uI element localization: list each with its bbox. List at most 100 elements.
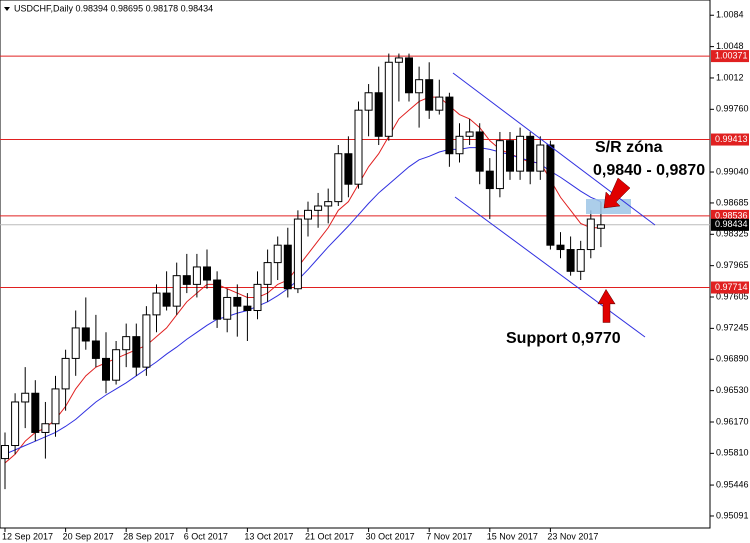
candle-body: [253, 283, 262, 312]
x-tick-label: 7 Nov 2017: [426, 531, 472, 541]
candle-body: [61, 357, 70, 390]
candle-body: [192, 266, 201, 285]
y-tick-label: 0.96890: [716, 354, 749, 364]
y-tick-label: 0.97245: [716, 323, 749, 333]
y-tick-label: 0.96530: [716, 385, 749, 395]
candle-body: [485, 170, 494, 190]
candle-body: [1, 445, 9, 460]
annotation: S/R zóna: [595, 139, 663, 156]
annotation: 0,9840 - 0,9870: [593, 162, 705, 179]
level-label: 0.99413: [715, 134, 748, 144]
y-tick-label: 0.95810: [716, 448, 749, 458]
candle-body: [374, 92, 383, 137]
y-tick-label: 0.99040: [716, 166, 749, 176]
candle-body: [102, 357, 110, 381]
candle-body: [263, 262, 272, 285]
candle-body: [152, 292, 161, 316]
candle-body: [384, 61, 393, 137]
current-price-label: 0.98434: [715, 219, 748, 229]
candle-body: [81, 327, 90, 342]
candle-body: [162, 292, 171, 307]
candle-body: [71, 327, 80, 359]
y-tick-label: 1.0084: [716, 10, 744, 20]
candle-body: [576, 249, 585, 272]
y-tick-label: 0.98325: [716, 229, 749, 239]
candle-body: [364, 92, 373, 111]
candle-body: [465, 131, 474, 137]
candle-body: [283, 244, 292, 290]
y-tick-label: 0.97605: [716, 291, 749, 301]
annotation: Support 0,9770: [506, 330, 621, 347]
level-label: 0.98536: [715, 210, 748, 220]
candle-body: [506, 140, 514, 172]
x-tick-label: 28 Sep 2017: [123, 531, 174, 541]
x-tick-label: 13 Oct 2017: [244, 531, 293, 541]
candle-body: [213, 279, 222, 320]
candle-body: [455, 135, 464, 155]
candle-body: [122, 336, 131, 351]
arrow-down: [603, 177, 631, 209]
menu-icon: [4, 7, 10, 11]
x-tick-label: 21 Oct 2017: [305, 531, 354, 541]
channel-line: [454, 196, 646, 338]
y-tick-label: 1.0048: [716, 41, 744, 51]
candle-body: [405, 57, 413, 94]
candle-body: [566, 249, 575, 272]
x-tick-label: 23 Nov 2017: [547, 531, 598, 541]
candle-body: [596, 224, 605, 229]
candle-body: [293, 218, 302, 290]
current-price-bg: [711, 218, 749, 231]
candle-body: [172, 275, 181, 307]
candle-body: [394, 57, 403, 63]
level-label-bg: [711, 281, 749, 294]
x-tick-label: 20 Sep 2017: [63, 531, 114, 541]
candle-body: [556, 244, 565, 251]
candle-body: [334, 153, 343, 203]
candle-body: [435, 96, 444, 111]
level-label-bg: [711, 50, 749, 63]
x-tick-label: 30 Oct 2017: [366, 531, 415, 541]
candle-body: [354, 109, 363, 185]
candle-body: [415, 79, 424, 94]
y-tick-label: 0.98685: [716, 197, 749, 207]
level-label-bg: [711, 133, 749, 146]
arrow-up: [597, 288, 616, 323]
candle-body: [586, 218, 595, 251]
y-tick-label: 0.95446: [716, 479, 749, 489]
candle-body: [344, 153, 353, 185]
candle-body: [314, 205, 323, 211]
candle-body: [142, 314, 151, 368]
candle-body: [273, 244, 282, 264]
candle-body: [546, 144, 555, 246]
candle-body: [203, 266, 211, 281]
y-tick-label: 0.99760: [716, 104, 749, 114]
candle-body: [182, 275, 191, 285]
candle-body: [425, 79, 434, 111]
x-tick-label: 12 Sep 2017: [2, 531, 53, 541]
candle-body: [475, 131, 484, 172]
level-label: 0.97714: [715, 282, 748, 292]
candle-body: [243, 305, 252, 312]
chart-title: USDCHF,Daily 0.98394 0.98695 0.98178 0.9…: [14, 3, 213, 13]
candle-body: [31, 392, 40, 433]
candle-body: [223, 296, 232, 320]
candle-body: [91, 340, 100, 359]
candle-body: [445, 96, 454, 155]
candle-body: [304, 209, 312, 220]
candle-body: [495, 140, 504, 190]
candle-body: [21, 392, 30, 403]
level-label: 1.00371: [715, 50, 748, 60]
candle-body: [112, 349, 121, 381]
y-tick-label: 0.96170: [716, 416, 749, 426]
candle-body: [324, 201, 333, 207]
y-tick-label: 1.0012: [716, 72, 744, 82]
candle-body: [516, 135, 525, 172]
y-tick-label: 0.97965: [716, 260, 749, 270]
candle-body: [132, 336, 141, 368]
candle-body: [41, 423, 50, 433]
x-tick-label: 15 Nov 2017: [487, 531, 538, 541]
plot-frame: [0, 0, 711, 529]
y-tick-label: 0.95091: [716, 510, 749, 520]
candle-body: [11, 401, 20, 447]
